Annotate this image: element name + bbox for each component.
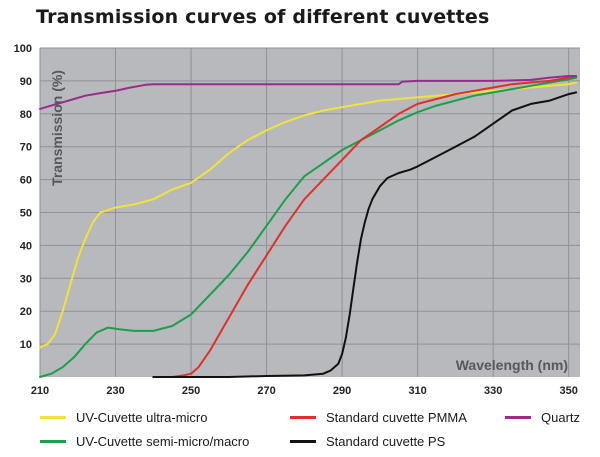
y-tick-label: 50 — [20, 208, 32, 220]
legend-label: UV-Cuvette semi-micro/macro — [76, 434, 250, 449]
series-line-standard-cuvette-ps — [152, 91, 578, 378]
x-tick-label: 270 — [257, 385, 275, 397]
legend-swatch — [290, 416, 316, 419]
legend-item: UV-Cuvette ultra-micro — [40, 410, 207, 425]
x-tick-label: 210 — [31, 385, 49, 397]
x-tick-label: 290 — [333, 385, 351, 397]
series-lines — [39, 75, 578, 378]
legend-swatch — [40, 416, 66, 419]
y-tick-label: 80 — [20, 109, 32, 121]
x-tick-label: 330 — [484, 385, 502, 397]
x-tick-label: 250 — [182, 385, 200, 397]
y-tick-label: 70 — [20, 142, 32, 154]
x-tick-label: 350 — [559, 385, 577, 397]
legend-item: UV-Cuvette semi-micro/macro — [40, 434, 249, 449]
legend-item: Quartz — [505, 410, 580, 425]
y-tick-label: 60 — [20, 175, 32, 187]
y-tick-label: 30 — [20, 273, 32, 285]
series-line-quartz — [39, 75, 578, 110]
y-tick-label: 100 — [14, 43, 32, 55]
y-tick-label: 20 — [20, 306, 32, 318]
series-line-standard-cuvette-pmma — [171, 75, 578, 378]
legend-label: Standard cuvette PS — [326, 434, 446, 449]
x-tick-label: 310 — [408, 385, 426, 397]
series-line-uv-cuvette-semi-micro-macro — [39, 76, 578, 378]
legend-swatch — [290, 440, 316, 443]
legend-label: UV-Cuvette ultra-micro — [76, 410, 208, 425]
chart-title: Transmission curves of different cuvette… — [36, 6, 490, 28]
legend-label: Standard cuvette PMMA — [326, 410, 467, 425]
legend-item: Standard cuvette PS — [290, 434, 445, 449]
y-tick-label: 10 — [20, 339, 32, 351]
y-axis-label: Transmission (%) — [49, 70, 65, 186]
y-tick-label: 90 — [20, 76, 32, 88]
transmission-chart: 10 20 30 40 50 60 70 80 90 100 210 230 250 270 290 310… — [14, 43, 580, 397]
x-tick-label: 230 — [106, 385, 124, 397]
legend-swatch — [505, 416, 531, 419]
y-tick-label: 40 — [20, 240, 32, 252]
y-axis-ticks: 10 20 30 40 50 60 70 80 90 100 — [14, 43, 32, 351]
x-axis-ticks: 210 230 250 270 290 310 330 350 — [31, 385, 578, 397]
x-axis-label: Wavelength (nm) — [456, 357, 568, 373]
series-line-uv-cuvette-ultra-micro — [39, 81, 578, 349]
legend-item: Standard cuvette PMMA — [290, 410, 467, 425]
legend-label: Quartz — [541, 410, 581, 425]
legend-swatch — [40, 440, 66, 443]
